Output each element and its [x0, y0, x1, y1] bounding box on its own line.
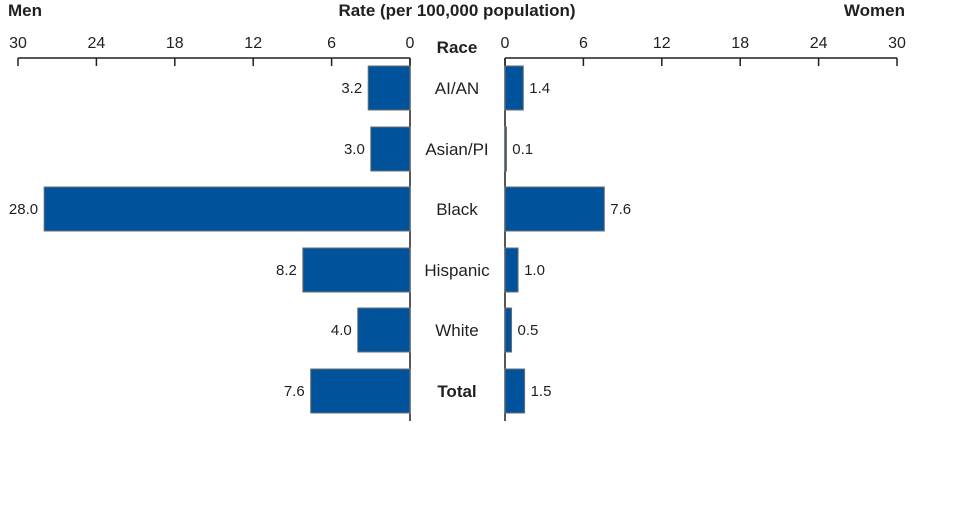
men-bar [367, 65, 411, 111]
women-tick-label: 6 [579, 35, 588, 52]
women-tick-label: 0 [501, 35, 510, 52]
men-bar [370, 126, 411, 172]
women-bar [504, 307, 513, 353]
women-panel-label: Women [844, 1, 905, 20]
men-value-label: 4.0 [331, 322, 352, 339]
men-tick-label: 6 [327, 35, 336, 52]
women-value-label: 0.1 [512, 141, 533, 158]
men-bar [43, 186, 411, 232]
women-bar [504, 65, 524, 111]
women-tick-label: 18 [731, 35, 749, 52]
women-value-label: 1.4 [529, 80, 550, 97]
women-tick-label: 24 [810, 35, 828, 52]
women-tick-label: 30 [888, 35, 906, 52]
category-axis-label: Race [437, 38, 478, 57]
men-bar [357, 307, 411, 353]
men-tick-label: 30 [9, 35, 27, 52]
category-label: Hispanic [424, 261, 490, 280]
women-value-label: 1.0 [524, 262, 545, 279]
women-value-label: 7.6 [610, 201, 631, 218]
men-panel-label: Men [8, 1, 42, 20]
women-bar [504, 368, 526, 414]
men-bar [302, 247, 411, 293]
women-bar [504, 186, 605, 232]
men-tick-label: 18 [166, 35, 184, 52]
chart-title: Rate (per 100,000 population) [338, 1, 575, 20]
men-value-label: 28.0 [9, 201, 38, 218]
men-tick-label: 0 [406, 35, 415, 52]
men-value-label: 7.6 [284, 383, 305, 400]
women-bar [504, 126, 507, 172]
men-tick-label: 12 [244, 35, 262, 52]
men-bar [310, 368, 411, 414]
category-label: Asian/PI [425, 140, 488, 159]
women-value-label: 1.5 [531, 383, 552, 400]
category-label: AI/AN [435, 79, 479, 98]
women-value-label: 0.5 [518, 322, 539, 339]
category-label: Black [436, 200, 478, 219]
men-value-label: 8.2 [276, 262, 297, 279]
men-tick-label: 24 [88, 35, 106, 52]
men-value-label: 3.2 [341, 80, 362, 97]
category-label: Total [437, 382, 476, 401]
men-value-label: 3.0 [344, 141, 365, 158]
women-tick-label: 12 [653, 35, 671, 52]
women-bar [504, 247, 519, 293]
category-label: White [435, 321, 478, 340]
